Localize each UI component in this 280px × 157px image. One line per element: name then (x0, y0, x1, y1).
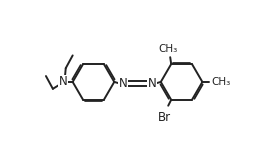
Text: N: N (119, 77, 128, 90)
Text: CH₃: CH₃ (158, 44, 178, 54)
Text: N: N (59, 75, 67, 88)
Text: Br: Br (158, 111, 171, 124)
Text: CH₃: CH₃ (211, 77, 230, 87)
Text: N: N (148, 77, 156, 90)
